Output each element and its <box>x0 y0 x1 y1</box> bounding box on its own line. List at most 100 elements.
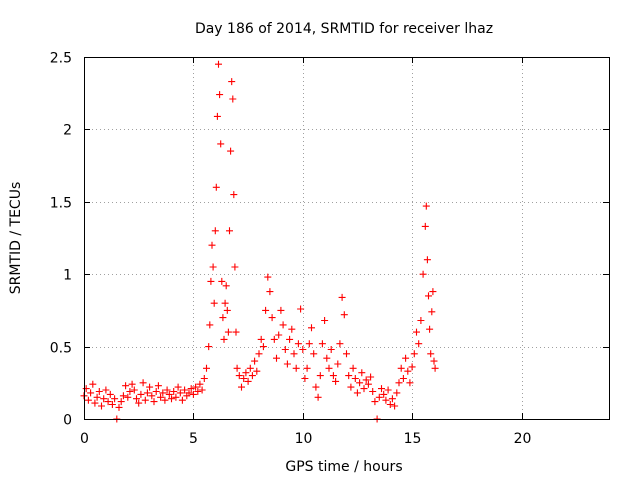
data-point <box>143 389 151 397</box>
data-point <box>281 346 289 353</box>
data-point <box>242 369 250 377</box>
data-point <box>421 222 429 230</box>
data-point <box>430 357 438 365</box>
data-point <box>266 288 274 296</box>
x-tick-label: 15 <box>404 431 422 447</box>
data-point <box>220 335 228 343</box>
data-point <box>203 364 210 372</box>
data-point <box>321 317 329 324</box>
data-point <box>384 386 392 394</box>
data-point <box>395 379 403 387</box>
data-point <box>141 396 149 404</box>
data-point <box>226 227 233 235</box>
data-point <box>152 388 160 395</box>
data-point <box>279 321 287 329</box>
axis-ticks: 0 5 10 15 20 0 0.5 1 1.5 2 2.5 <box>50 51 609 447</box>
x-tick-label: 20 <box>514 431 532 447</box>
data-point <box>95 388 103 395</box>
data-point <box>364 380 372 388</box>
data-point <box>393 389 401 397</box>
data-point <box>299 346 307 353</box>
data-point <box>133 395 140 403</box>
data-point <box>224 328 232 336</box>
y-tick-label: 0.5 <box>50 341 72 357</box>
data-point <box>391 402 399 410</box>
data-point <box>161 396 169 404</box>
x-tick-label: 10 <box>295 431 313 447</box>
data-point <box>215 60 222 68</box>
data-point <box>431 364 439 372</box>
data-point <box>106 390 114 398</box>
data-point <box>159 389 167 397</box>
data-point <box>375 393 383 401</box>
data-point <box>428 308 436 316</box>
data-point <box>146 383 154 391</box>
data-point <box>408 363 416 371</box>
data-point <box>82 385 90 393</box>
data-point <box>388 395 396 403</box>
data-point <box>137 390 145 398</box>
data-point <box>111 395 119 403</box>
data-point <box>248 372 256 380</box>
data-point <box>223 306 231 314</box>
data-point <box>358 369 366 377</box>
data-point <box>213 112 221 120</box>
chart-title: Day 186 of 2014, SRMTID for receiver lha… <box>195 21 493 37</box>
data-point <box>305 340 313 348</box>
data-point <box>308 324 315 332</box>
data-point <box>369 388 377 395</box>
data-point <box>290 350 298 358</box>
data-point <box>318 340 326 348</box>
data-point <box>185 389 193 397</box>
data-point <box>334 360 342 368</box>
data-point <box>386 401 394 408</box>
data-point <box>230 191 238 199</box>
data-point <box>178 396 186 404</box>
data-point <box>172 393 180 401</box>
data-point <box>268 314 276 322</box>
data-point <box>343 350 350 358</box>
data-point <box>259 343 267 351</box>
y-axis-label: SRMTID / TECUs <box>8 182 24 295</box>
data-point <box>207 277 215 285</box>
data-point <box>124 393 132 401</box>
data-point <box>119 392 127 400</box>
plot-frame <box>84 57 610 420</box>
data-point <box>286 335 294 343</box>
data-point <box>192 383 200 391</box>
data-point <box>196 380 204 388</box>
grid-lines <box>84 57 609 419</box>
data-point <box>251 357 259 365</box>
data-point <box>410 350 418 358</box>
data-point <box>210 299 218 307</box>
data-point <box>273 354 280 362</box>
data-point <box>294 340 302 348</box>
data-point <box>216 91 224 99</box>
data-point <box>174 383 182 391</box>
data-point <box>360 385 368 393</box>
data-point <box>399 375 407 382</box>
data-point <box>327 346 335 353</box>
data-point <box>228 78 236 86</box>
data-point <box>426 325 434 333</box>
data-point <box>429 288 437 296</box>
data-point <box>165 390 173 398</box>
data-point <box>303 364 311 372</box>
data-point <box>246 364 254 372</box>
data-point <box>205 343 213 351</box>
data-point <box>378 385 385 393</box>
data-point <box>422 202 430 210</box>
data-point <box>312 383 320 391</box>
data-point <box>135 399 143 407</box>
data-point <box>122 382 130 390</box>
data-point <box>419 270 427 278</box>
data-point <box>163 386 171 394</box>
y-tick-label: 2 <box>63 123 72 139</box>
x-tick-label: 5 <box>189 431 198 447</box>
data-point <box>244 377 252 385</box>
data-point <box>104 398 112 406</box>
data-points <box>80 60 439 423</box>
data-point <box>87 389 95 397</box>
data-point <box>206 321 214 329</box>
